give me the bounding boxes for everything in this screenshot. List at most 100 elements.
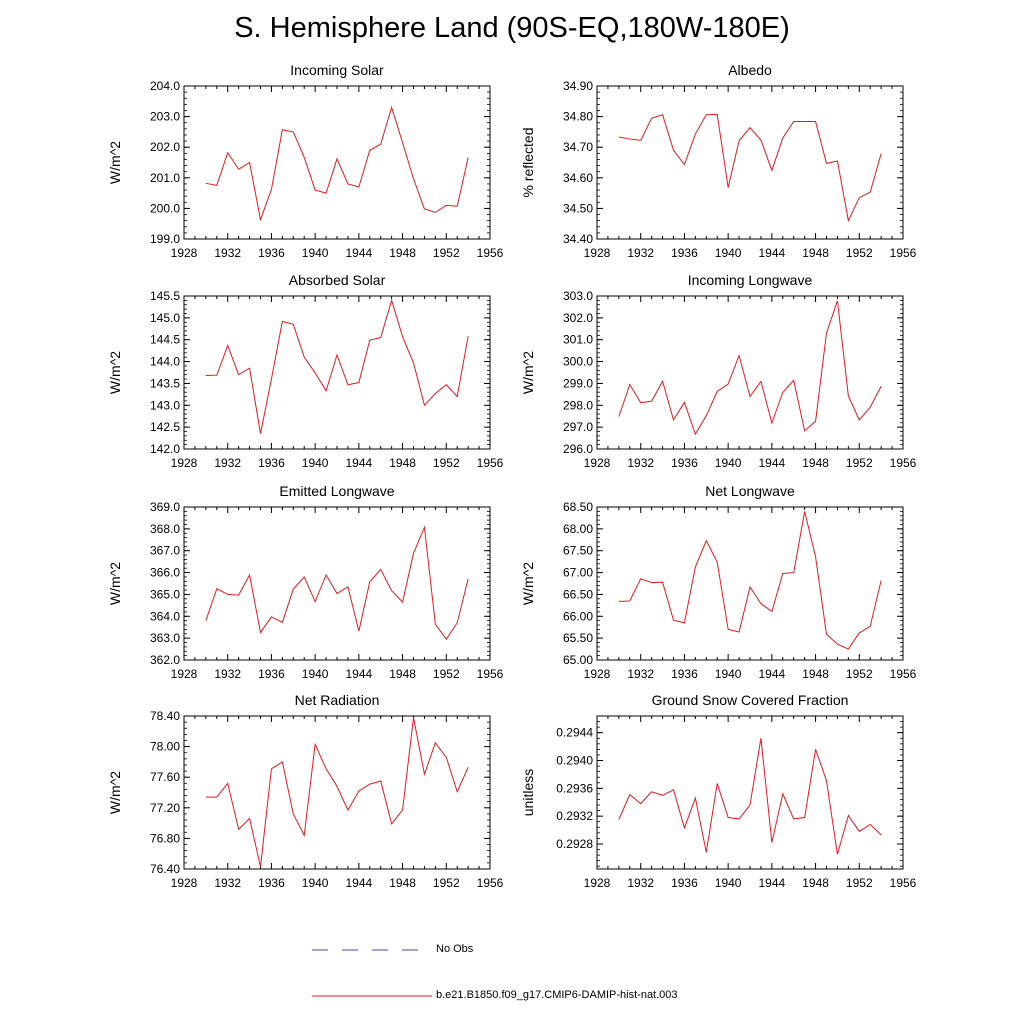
- y-tick-label: 142.0: [150, 442, 180, 456]
- x-tick-label: 1944: [759, 667, 786, 681]
- y-tick-label: 78.00: [150, 740, 180, 754]
- x-tick-label: 1936: [258, 667, 285, 681]
- y-tick-label: 363.0: [150, 631, 180, 645]
- subplot-title: Emitted Longwave: [279, 483, 394, 499]
- subplot-title: Net Radiation: [295, 692, 380, 708]
- x-tick-label: 1936: [671, 667, 698, 681]
- x-tick-label: 1940: [302, 667, 329, 681]
- y-tick-label: 303.0: [563, 289, 593, 303]
- x-tick-label: 1928: [584, 456, 611, 470]
- x-tick-label: 1956: [477, 246, 504, 260]
- x-tick-label: 1948: [802, 246, 829, 260]
- x-tick-label: 1948: [802, 876, 829, 890]
- x-tick-label: 1956: [477, 876, 504, 890]
- x-tick-label: 1936: [258, 246, 285, 260]
- x-tick-label: 1948: [389, 246, 416, 260]
- x-tick-label: 1936: [258, 456, 285, 470]
- y-tick-label: 365.0: [150, 587, 180, 601]
- y-tick-label: 362.0: [150, 653, 180, 667]
- x-tick-label: 1948: [802, 667, 829, 681]
- x-tick-label: 1948: [802, 456, 829, 470]
- series-line: [205, 105, 469, 222]
- y-tick-label: 0.2932: [556, 809, 593, 823]
- x-tick-label: 1936: [671, 456, 698, 470]
- y-tick-label: 0.2944: [556, 726, 593, 740]
- y-tick-label: 0.2928: [556, 837, 593, 851]
- x-tick-label: 1928: [171, 876, 198, 890]
- y-tick-label: 65.00: [563, 653, 593, 667]
- plot-frame: [596, 715, 904, 870]
- subplot-title: Albedo: [728, 62, 772, 78]
- y-tick-label: 300.0: [563, 355, 593, 369]
- x-tick-label: 1932: [214, 876, 241, 890]
- chart-panel-5: 1928 1932 1936 1940 1944 1948 1952 1956 65.00 65.…: [520, 483, 917, 681]
- x-tick-label: 1944: [759, 876, 786, 890]
- x-tick-label: 1956: [477, 667, 504, 681]
- y-tick-label: 34.50: [563, 201, 593, 215]
- x-tick-label: 1952: [433, 876, 460, 890]
- y-tick-label: 78.40: [150, 709, 180, 723]
- x-tick-label: 1956: [890, 667, 917, 681]
- y-axis-label: W/m^2: [520, 351, 536, 394]
- subplot-title: Incoming Longwave: [688, 272, 813, 288]
- x-tick-label: 1940: [715, 876, 742, 890]
- y-tick-label: 34.40: [563, 232, 593, 246]
- chart-panel-7: 1928 1932 1936 1940 1944 1948 1952 1956 0.2928 0.…: [520, 692, 917, 890]
- y-tick-label: 364.0: [150, 609, 180, 623]
- plot-frame: [596, 295, 904, 450]
- x-tick-label: 1952: [846, 246, 873, 260]
- x-tick-label: 1944: [346, 456, 373, 470]
- chart-panel-4: 1928 1932 1936 1940 1944 1948 1952 1956 362.0 363…: [107, 483, 504, 681]
- series-line: [618, 738, 882, 855]
- x-tick-label: 1932: [627, 456, 654, 470]
- subplot-title: Ground Snow Covered Fraction: [652, 692, 849, 708]
- chart-panel-2: 1928 1932 1936 1940 1944 1948 1952 1956 142.0 142…: [107, 272, 504, 470]
- y-tick-label: 199.0: [150, 232, 180, 246]
- y-tick-label: 34.80: [563, 110, 593, 124]
- y-tick-label: 0.2936: [556, 781, 593, 795]
- plot-frame: [183, 295, 491, 450]
- x-tick-label: 1952: [846, 876, 873, 890]
- x-tick-label: 1952: [433, 246, 460, 260]
- x-tick-label: 1956: [890, 876, 917, 890]
- x-tick-label: 1928: [171, 246, 198, 260]
- y-tick-label: 65.50: [563, 631, 593, 645]
- y-tick-label: 34.70: [563, 140, 593, 154]
- chart-panel-6: 1928 1932 1936 1940 1944 1948 1952 1956 76.40 76.…: [107, 692, 504, 890]
- y-tick-label: 202.0: [150, 140, 180, 154]
- x-tick-label: 1932: [627, 246, 654, 260]
- x-tick-label: 1928: [171, 667, 198, 681]
- x-tick-label: 1944: [346, 667, 373, 681]
- x-tick-label: 1932: [627, 667, 654, 681]
- y-tick-label: 204.0: [150, 79, 180, 93]
- y-tick-label: 142.5: [150, 420, 180, 434]
- x-tick-label: 1940: [715, 246, 742, 260]
- series-line: [205, 717, 469, 867]
- y-tick-label: 145.0: [150, 311, 180, 325]
- page-title: S. Hemisphere Land (90S-EQ,180W-180E): [234, 12, 790, 44]
- y-tick-label: 144.0: [150, 355, 180, 369]
- y-tick-label: 66.50: [563, 587, 593, 601]
- y-axis-label: W/m^2: [107, 771, 123, 814]
- y-tick-label: 301.0: [563, 333, 593, 347]
- x-tick-label: 1928: [584, 876, 611, 890]
- y-tick-label: 296.0: [563, 442, 593, 456]
- y-axis-label: unitless: [520, 769, 536, 816]
- x-tick-label: 1956: [890, 456, 917, 470]
- y-tick-label: 76.80: [150, 831, 180, 845]
- subplot-title: Absorbed Solar: [289, 272, 386, 288]
- y-tick-label: 366.0: [150, 566, 180, 580]
- x-tick-label: 1948: [389, 456, 416, 470]
- subplot-title: Incoming Solar: [290, 62, 384, 78]
- y-tick-label: 299.0: [563, 376, 593, 390]
- x-tick-label: 1932: [214, 456, 241, 470]
- x-tick-label: 1940: [302, 246, 329, 260]
- y-tick-label: 77.20: [150, 801, 180, 815]
- x-tick-label: 1928: [584, 667, 611, 681]
- x-tick-label: 1928: [171, 456, 198, 470]
- x-tick-label: 1944: [346, 246, 373, 260]
- y-tick-label: 302.0: [563, 311, 593, 325]
- x-tick-label: 1944: [346, 876, 373, 890]
- x-tick-label: 1944: [759, 246, 786, 260]
